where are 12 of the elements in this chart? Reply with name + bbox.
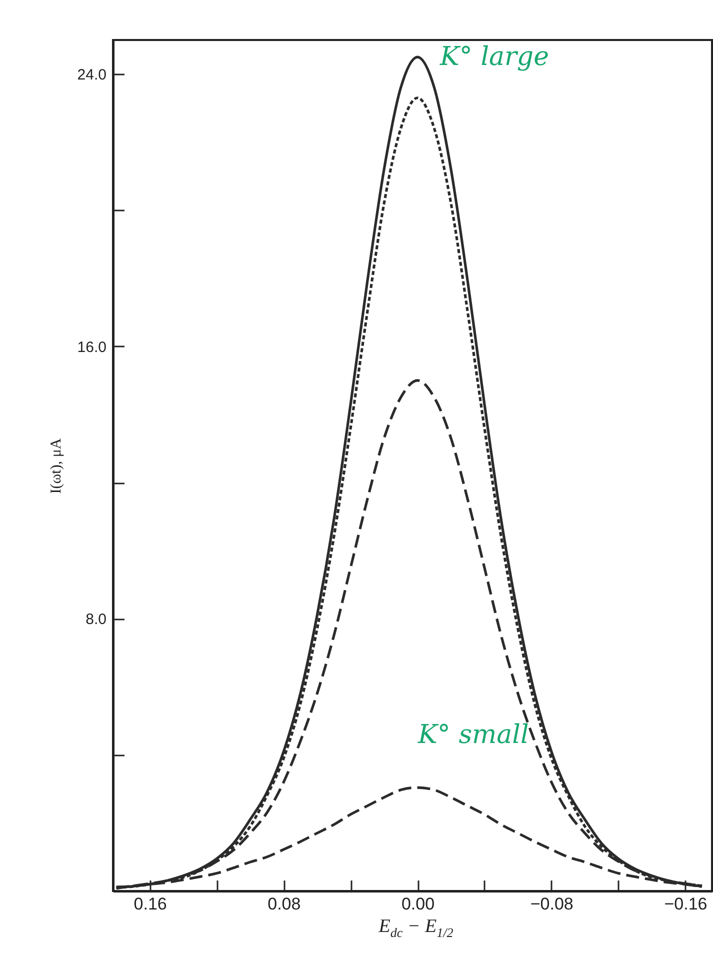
- x-tick-label: 0.08: [268, 894, 301, 914]
- x-tick-label: −0.16: [664, 894, 708, 914]
- x-tick-label: 0.16: [134, 894, 167, 914]
- x-axis-title: E$_{dc}$ − E$_{1/2}$: [378, 916, 454, 941]
- annotation: K° small: [418, 720, 529, 750]
- annotation: K° large: [440, 42, 549, 72]
- y-tick-label: 16.0: [77, 338, 106, 356]
- y-tick-label: 24.0: [77, 66, 106, 84]
- y-tick-label: 8.0: [86, 611, 106, 628]
- x-tick-label: −0.08: [530, 894, 574, 914]
- x-tick-label: 0.00: [401, 894, 435, 914]
- y-axis-title: I(ωt), μA: [48, 438, 64, 494]
